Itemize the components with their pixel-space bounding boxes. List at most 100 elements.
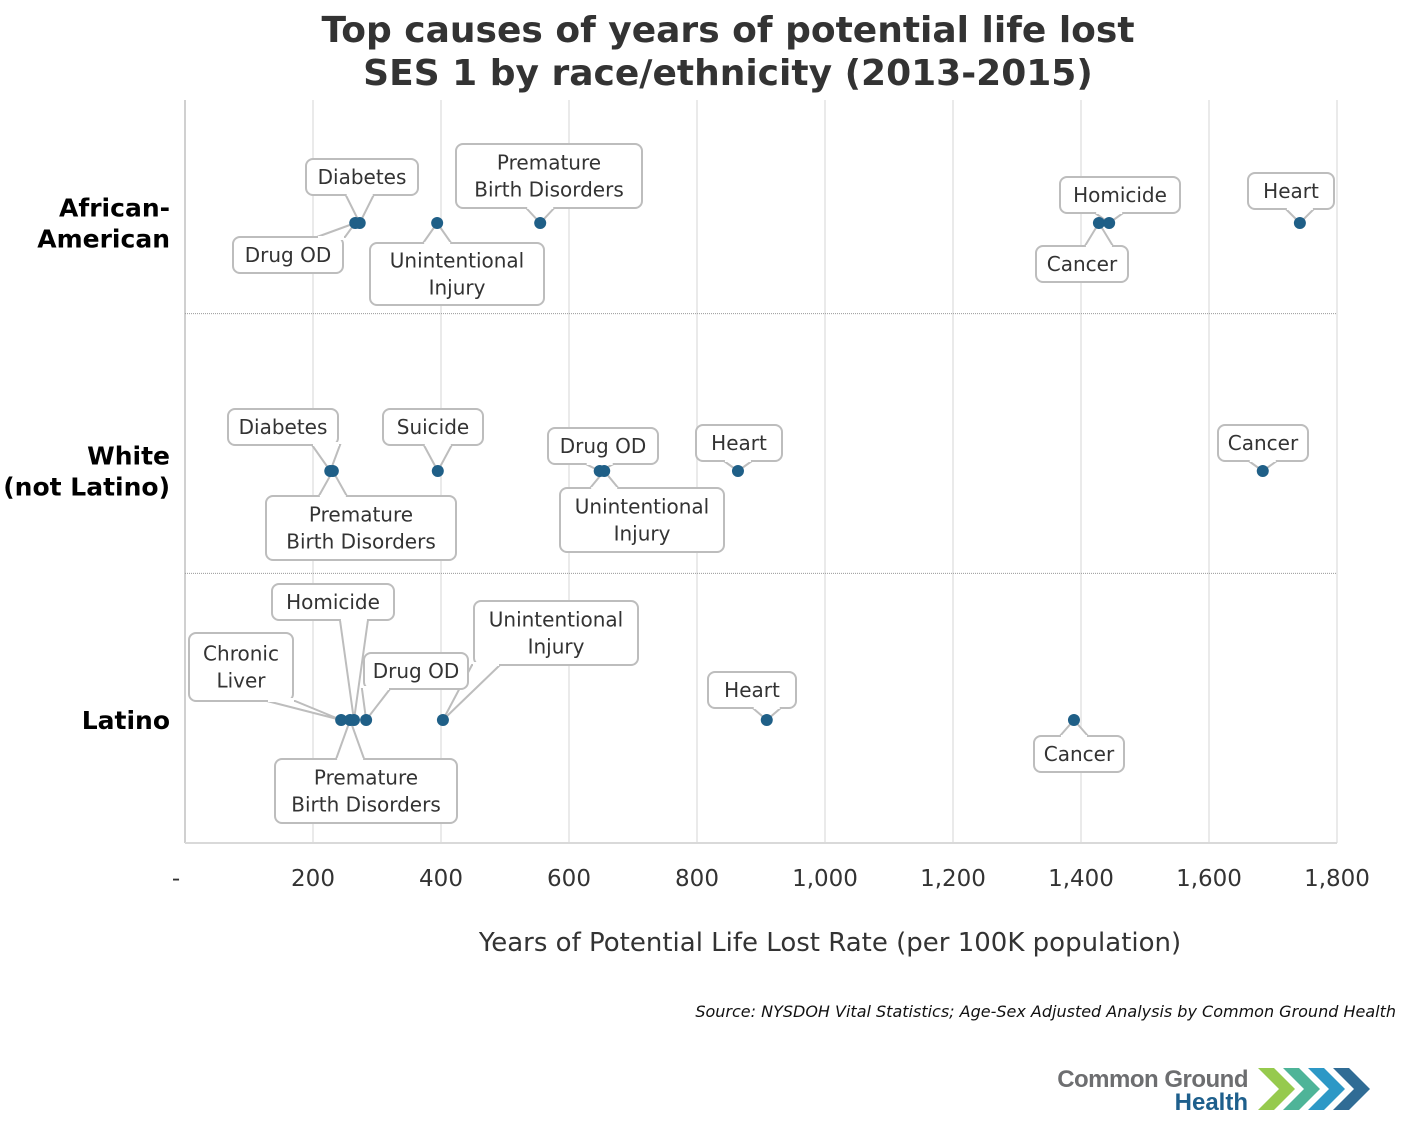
data-point [353,217,366,229]
title-line: Top causes of years of potential life lo… [321,10,1134,51]
data-label: Unintentional [489,608,624,632]
callout-leader [316,220,358,238]
logo-chevron [1308,1068,1345,1110]
callout-joint [1085,245,1112,249]
data-point [1256,465,1269,477]
callout-joint [337,758,364,762]
data-label: Premature [497,151,601,175]
data-point [731,465,744,477]
data-label: Premature [314,766,418,790]
data-label: Unintentional [390,249,525,273]
source-note: Source: NYSDOH Vital Statistics; Age-Sex… [695,1002,1396,1021]
data-point [1293,217,1306,229]
callout-joint [724,458,751,462]
callout-joint [424,442,451,446]
data-label: Liver [216,669,266,693]
data-label: Diabetes [239,415,328,439]
data-label-callout: Premature Birth Disorders [274,758,458,824]
callout-joint [527,205,554,209]
category-label: Latino [82,706,170,735]
data-label-callout: Diabetes [305,158,419,196]
x-tick-label: 1,800 [1304,866,1370,892]
data-label-callout: Premature Birth Disorders [455,143,643,209]
data-label: Unintentional [575,495,710,519]
data-point [534,217,547,229]
data-label: Birth Disorders [474,178,624,202]
callout-box [274,758,458,824]
data-label-callout: Diabetes [227,408,339,446]
callout-joint [586,461,613,465]
callout-labels: Drug OD Diabetes Unintentional Injury Premat… [188,143,1335,824]
data-label: Diabetes [318,165,407,189]
callout-box [188,632,294,702]
logo-chevron [1283,1068,1320,1110]
data-label-callout: Drug OD [363,652,469,690]
data-label: Birth Disorders [286,530,436,554]
x-tick-label: 400 [419,866,463,892]
callout-joint [363,686,389,690]
callout-box [232,236,344,274]
callout-joint [340,617,367,621]
x-tick-label: 600 [547,866,591,892]
data-label: Cancer [1228,431,1299,455]
data-label: Birth Disorders [291,793,441,817]
data-label-callout: Cancer [1217,424,1309,462]
category-separators [185,313,1337,574]
category-label: African- [59,194,170,223]
callout-box [473,600,639,666]
category-label: American [37,225,170,254]
callout-joint [318,236,344,240]
callout-joint [1060,735,1087,739]
x-tick-label: - [172,866,180,892]
callout-box [363,652,469,690]
callout-joint [591,487,618,491]
title-line: SES 1 by race/ethnicity (2013-2015) [363,53,1093,94]
data-label-callout: Unintentional Injury [369,242,545,306]
callout-joint [753,705,780,709]
data-label: Drug OD [245,243,332,267]
data-points [324,217,1306,726]
data-label: Homicide [286,590,380,614]
callout-box [271,583,395,621]
data-label-callout: Homicide [271,583,395,621]
data-label: Drug OD [373,659,460,683]
callout-box [559,487,725,553]
x-axis-ticks: - 200 400 600 800 1,000 1,200 1,400 1,600 1,800 [172,866,1370,892]
x-tick-label: 200 [291,866,335,892]
common-ground-health-logo: Common Ground Health [1057,1066,1370,1116]
data-label: Homicide [1073,183,1167,207]
data-point [360,714,373,726]
data-label-callout: Heart [1247,172,1335,210]
x-tick-label: 1,000 [792,866,858,892]
category-label: (not Latino) [3,473,170,502]
data-label: Cancer [1047,252,1118,276]
data-point [335,714,348,726]
logo-chevron [1258,1068,1295,1110]
data-label-callout: Cancer [1033,735,1125,773]
logo-chevron [1333,1068,1370,1110]
data-point [598,465,611,477]
data-label-callout: Suicide [382,408,484,446]
x-tick-label: 800 [675,866,719,892]
callout-box [227,408,339,446]
callout-joint [1249,458,1276,462]
category-labels: African-American White(not Latino) Latino [3,194,170,736]
callout-joint [1096,210,1123,214]
x-tick-label: 1,200 [920,866,986,892]
data-label-callout: Heart [695,424,783,462]
x-axis-label: Years of Potential Life Lost Rate (per 1… [478,928,1181,958]
data-point [326,465,339,477]
logo-text-line2: Health [1175,1089,1248,1116]
data-label-callout: Unintentional Injury [559,487,725,553]
data-point [431,217,444,229]
data-label: Suicide [397,415,469,439]
data-point [347,714,360,726]
data-label: Injury [528,635,585,659]
logo-text-line1: Common Ground [1057,1066,1248,1093]
data-label: Injury [429,276,486,300]
chart-title: Top causes of years of potential life lo… [321,10,1134,94]
callout-box [369,242,545,306]
data-point [1103,217,1116,229]
data-point [431,465,444,477]
data-point [1092,217,1105,229]
